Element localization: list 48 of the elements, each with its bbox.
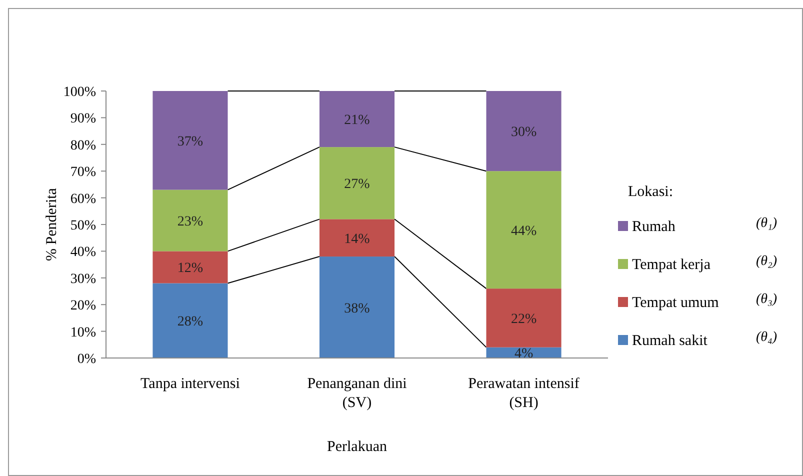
data-label: 37% <box>177 134 204 150</box>
data-label: 23% <box>177 214 204 230</box>
y-tick-label: 10% <box>70 325 96 340</box>
y-tick-label: 80% <box>70 138 96 154</box>
data-label: 12% <box>177 261 204 276</box>
y-tick-label: 60% <box>70 192 96 207</box>
legend-label: Tempat kerja <box>632 257 711 273</box>
bar <box>319 256 395 358</box>
data-label: 4% <box>514 346 534 362</box>
data-label: 27% <box>344 177 370 192</box>
bar <box>486 171 562 289</box>
y-tick-label: 30% <box>70 272 96 287</box>
data-label: 22% <box>510 312 537 327</box>
legend-label: Rumah sakit <box>632 333 708 349</box>
y-tick-label: 50% <box>70 218 96 234</box>
bar <box>152 283 228 358</box>
data-label: 28% <box>177 314 204 330</box>
text: (θ₂) <box>756 254 778 269</box>
bar <box>319 147 395 220</box>
x-tick-label: Penanganan dini (SV) <box>307 376 407 411</box>
bar <box>152 190 228 252</box>
legend-label: Rumah <box>632 219 676 235</box>
y-tick-label: 70% <box>70 165 96 180</box>
y-tick-label: 40% <box>70 245 96 260</box>
y-axis-title: % Penderita <box>44 188 60 261</box>
text: (θ₁) <box>756 216 778 231</box>
text: (θ₃) <box>756 292 778 307</box>
text: (θ₄) <box>756 330 778 345</box>
data-label: 38% <box>344 301 370 316</box>
legend-title: Lokasi: <box>628 184 673 200</box>
x-axis-title: Perlakuan <box>327 439 388 455</box>
bar <box>152 91 228 190</box>
y-tick-label: 0% <box>77 352 96 367</box>
data-label: 44% <box>510 224 537 239</box>
y-tick-label: 20% <box>70 298 96 314</box>
y-tick-label: 100% <box>63 85 96 100</box>
bar <box>486 91 562 172</box>
y-tick-label: 90% <box>70 112 96 127</box>
data-label: 21% <box>344 113 370 128</box>
x-tick-label: Tanpa intervensi <box>140 376 240 392</box>
bar <box>486 288 562 348</box>
data-label: 30% <box>510 125 537 140</box>
bar <box>319 219 395 257</box>
data-label: 14% <box>344 232 370 247</box>
bar <box>319 91 395 148</box>
bar <box>152 251 228 284</box>
legend-label: Tempat umum <box>632 295 720 311</box>
x-tick-label: Perawatan intensif (SH) <box>468 376 580 411</box>
